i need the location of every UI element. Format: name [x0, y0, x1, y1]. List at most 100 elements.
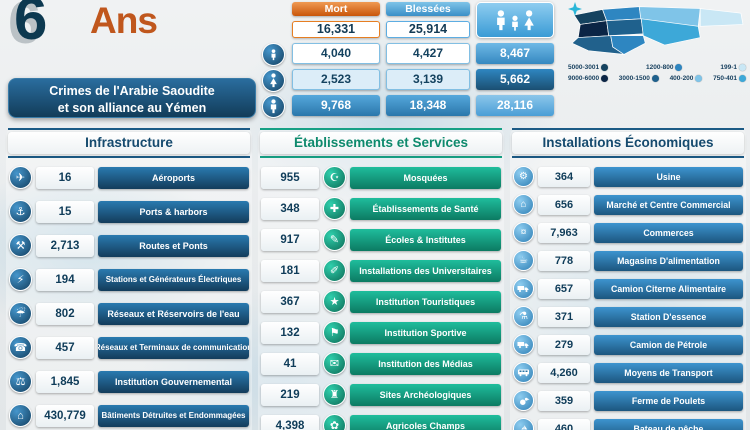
title-line1: Crimes de l'Arabie Saoudite — [49, 84, 215, 98]
stat-row: ☔ 802 Réseaux et Réservoirs de l'eau — [6, 302, 252, 325]
mort-value: 9,768 — [292, 95, 380, 116]
power-icon: ⚡ — [9, 268, 32, 291]
stat-label: Camion de Pétrole — [594, 334, 743, 355]
legend-item: 1200-800 — [646, 64, 683, 71]
stat-row: 279 Camion de Pétrole — [510, 334, 746, 355]
stat-row: ⌂ 430,779 Bâtiments Détruites et Endomma… — [6, 404, 252, 427]
stat-label: Moyens de Transport — [594, 362, 743, 383]
blessees-value: 18,348 — [386, 95, 470, 116]
archaeology-icon: ♜ — [323, 383, 346, 406]
stat-value: 430,779 — [36, 404, 94, 427]
casualties-table: Mort Blessées 16,331 25,914 4,040 4,427 … — [262, 2, 554, 118]
stat-row: 460 Bateau de pêche — [510, 418, 746, 430]
airplane-icon: ✈ — [9, 166, 32, 189]
stat-row: 4,260 Moyens de Transport — [510, 362, 746, 383]
man-icon — [262, 95, 285, 118]
health-icon: ✚ — [323, 197, 346, 220]
stat-label: Camion Citerne Alimentaire — [594, 278, 743, 299]
agriculture-icon: ✿ — [323, 414, 346, 430]
stat-value: 41 — [261, 352, 319, 375]
legend-dot — [601, 75, 609, 82]
stat-value: 132 — [261, 321, 319, 344]
stat-label: Mosquées — [350, 166, 501, 189]
total-mort: 16,331 — [292, 21, 380, 38]
stat-value: 656 — [538, 194, 590, 215]
stat-row: 181 ✐ Installations des Universitaires — [258, 259, 504, 282]
stat-label: Commerces — [594, 222, 743, 243]
stat-label: Réseaux et Terminaux de communication — [98, 336, 249, 359]
stat-label: Agricoles Champs — [350, 414, 501, 430]
anchor-icon: ⚓ — [9, 200, 32, 223]
school-icon: ✎ — [323, 228, 346, 251]
stat-value: 194 — [36, 268, 94, 291]
transport-bus-icon — [513, 362, 534, 383]
tourism-icon: ★ — [323, 290, 346, 313]
legend-item: 199-1 — [720, 64, 746, 71]
stat-row: ⚗ 371 Station D'essence — [510, 306, 746, 327]
stat-label: Aéroports — [98, 166, 249, 189]
stat-row: ⌂ 656 Marché et Centre Commercial — [510, 194, 746, 215]
child-icon — [262, 43, 285, 66]
stat-label: Marché et Centre Commercial — [594, 194, 743, 215]
stat-label: Ports & harbors — [98, 200, 249, 223]
stat-label: Routes et Ponts — [98, 234, 249, 257]
family-icon — [476, 2, 554, 38]
stat-row: ⚖ 1,845 Institution Gouvernemental — [6, 370, 252, 393]
legend-item: 400-200 — [670, 75, 703, 82]
tanker-truck-icon — [513, 278, 534, 299]
map-legend-row1: 5000-3001 1200-800 199-1 — [568, 64, 746, 71]
logo-number: 6 — [14, 0, 48, 52]
map-legend-row2: 9000-6000 3000-1500 400-200 750-401 — [568, 75, 746, 82]
stat-row: 4,398 ✿ Agricoles Champs — [258, 414, 504, 430]
six-ans-logo: 6 Ans — [10, 0, 220, 56]
stat-value: 1,845 — [36, 370, 94, 393]
yemen-map-zone: 5000-3001 1200-800 199-1 9000-6000 3000-… — [568, 2, 746, 82]
mort-value: 2,523 — [292, 69, 380, 90]
mosque-icon: ☪ — [323, 166, 346, 189]
stat-row: ⚒ 2,713 Routes et Ponts — [6, 234, 252, 257]
stat-label: Ferme de Poulets — [594, 390, 743, 411]
total-value: 8,467 — [476, 43, 554, 64]
stat-value: 7,963 — [538, 222, 590, 243]
oil-truck-icon — [513, 334, 534, 355]
stat-label: Établissements de Santé — [350, 197, 501, 220]
legend-dot — [738, 75, 746, 82]
stat-label: Usine — [594, 166, 743, 187]
stat-label: Bateau de pêche — [594, 418, 743, 430]
buildings-icon: ⌂ — [9, 404, 32, 427]
stat-value: 778 — [538, 250, 590, 271]
stat-value: 219 — [261, 383, 319, 406]
economic-header: Installations Économiques — [512, 132, 744, 154]
stat-row: 219 ♜ Sites Archéologiques — [258, 383, 504, 406]
university-icon: ✐ — [323, 259, 346, 282]
media-icon: ✉ — [323, 352, 346, 375]
legend-item: 750-401 — [713, 75, 746, 82]
fishing-boat-icon — [513, 418, 534, 430]
blessees-header: Blessées — [386, 2, 470, 16]
stat-value: 4,398 — [261, 414, 319, 430]
infrastructure-column: Infrastructure ✈ 16 Aéroports ⚓ 15 Ports… — [6, 128, 252, 430]
legend-item: 3000-1500 — [619, 75, 659, 82]
stat-row: ☎ 457 Réseaux et Terminaux de communicat… — [6, 336, 252, 359]
services-column: Établissements et Services 955 ☪ Mosquée… — [258, 128, 504, 430]
stat-label: Institution Gouvernemental — [98, 370, 249, 393]
blessees-value: 3,139 — [386, 69, 470, 90]
stat-value: 181 — [261, 259, 319, 282]
stat-label: Institution Sportive — [350, 321, 501, 344]
stat-row: 657 Camion Citerne Alimentaire — [510, 278, 746, 299]
stat-value: 364 — [538, 166, 590, 187]
infrastructure-header: Infrastructure — [8, 132, 250, 154]
stat-row: 955 ☪ Mosquées — [258, 166, 504, 189]
stat-value: 16 — [36, 166, 94, 189]
sport-icon: ⚑ — [323, 321, 346, 344]
stat-row: ✈ 16 Aéroports — [6, 166, 252, 189]
stat-label: Magasins D'alimentation — [594, 250, 743, 271]
total-value: 28,116 — [476, 95, 554, 116]
stat-row: 348 ✚ Établissements de Santé — [258, 197, 504, 220]
stat-value: 2,713 — [36, 234, 94, 257]
total-blessees: 25,914 — [386, 21, 470, 38]
yemen-map — [571, 6, 744, 55]
stat-value: 15 — [36, 200, 94, 223]
stat-label: Stations et Générateurs Électriques — [98, 268, 249, 291]
water-icon: ☔ — [9, 302, 32, 325]
